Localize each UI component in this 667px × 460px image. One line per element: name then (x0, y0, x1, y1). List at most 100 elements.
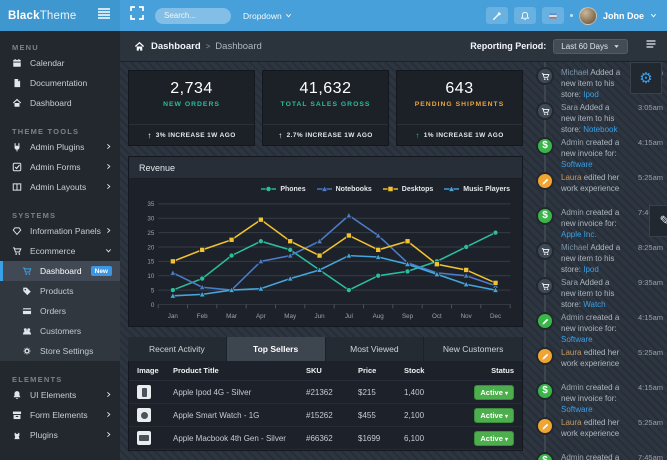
legend-item-notebooks[interactable]: Notebooks (316, 185, 372, 193)
sidebar-subitem-dashboard[interactable]: Dashboard New (0, 261, 120, 281)
sidebar-item-plugins[interactable]: Plugins (0, 425, 120, 445)
theme-settings-button[interactable]: ⚙ (630, 62, 662, 94)
timeline-text: Michael Added a new item to his store: I… (561, 68, 621, 99)
wand-button[interactable] (485, 7, 508, 24)
period-select[interactable]: Last 60 Days (553, 38, 628, 54)
align-icon (646, 40, 656, 48)
hamburger-menu-icon[interactable] (96, 5, 112, 26)
sidebar-item-ecommerce[interactable]: Ecommerce (0, 241, 120, 261)
timeline-link[interactable]: Apple Inc. (561, 230, 597, 239)
legend-item-music-players[interactable]: Music Players (444, 185, 510, 193)
chevron-right-icon (107, 411, 111, 418)
tab-top-sellers[interactable]: Top Sellers (226, 337, 326, 361)
sidebar-item-label: Documentation (30, 78, 88, 88)
sidebar-subitem-store-settings[interactable]: Store Settings (0, 341, 120, 361)
timeline-link[interactable]: Ipod (583, 265, 599, 274)
timeline-user[interactable]: Laura (561, 173, 582, 182)
sidebar-item-ui-elements[interactable]: UI Elements (0, 385, 120, 405)
quick-edit-button[interactable]: ✎ (649, 205, 667, 237)
tab-most-viewed[interactable]: Most Viewed (325, 337, 425, 361)
sidebar-item-admin-layouts[interactable]: Admin Layouts (0, 177, 120, 197)
timeline-entry[interactable]: Laura edited her work experience 5:25am (531, 346, 667, 381)
timeline-user[interactable]: Admin (561, 383, 584, 392)
status-dropdown-button[interactable]: Active ▾ (474, 430, 514, 446)
timeline-user[interactable]: Laura (561, 418, 582, 427)
chart-legend: Phones Notebooks Desktops Music Players (135, 183, 516, 194)
timeline-link[interactable]: Ipod (583, 90, 599, 99)
timeline-dot (536, 277, 554, 295)
timeline-entry[interactable]: Sara Added a new item to his store: Note… (531, 101, 667, 136)
timeline-entry[interactable]: Laura edited her work experience 5:25am (531, 416, 667, 451)
timeline-entry[interactable]: $ Admin created a new invoice for: Softw… (531, 451, 667, 460)
arrow-up-icon: ↑ (278, 130, 283, 140)
table-row[interactable]: Apple Macbook 4th Gen - Silver #66362 $1… (129, 427, 522, 450)
sidebar-item-calendar[interactable]: Calendar (0, 53, 120, 73)
user-name[interactable]: John Doe (602, 10, 644, 21)
timeline-link[interactable]: Watch (583, 300, 606, 309)
timeline-dot (536, 67, 554, 85)
stat-footer-text: 3% INCREASE 1W AGO (155, 131, 236, 139)
timeline-user[interactable]: Admin (561, 138, 584, 147)
timeline-entry[interactable]: Michael Added a new item to his store: I… (531, 241, 667, 276)
stat-footer-text: 2.7% INCREASE 1W AGO (286, 131, 373, 139)
new-badge: New (90, 266, 112, 276)
user-avatar[interactable] (578, 6, 597, 25)
sidebar-item-documentation[interactable]: Documentation (0, 73, 120, 93)
timeline-user[interactable]: Admin (561, 453, 584, 460)
sidebar-item-information-panels[interactable]: Information Panels (0, 221, 120, 241)
chevron-right-icon (105, 390, 112, 400)
tab-recent-activity[interactable]: Recent Activity (128, 337, 227, 361)
sidebar-subitem-orders[interactable]: Orders (0, 301, 120, 321)
status-dropdown-button[interactable]: Active ▾ (474, 384, 514, 400)
timeline-entry[interactable]: $ Admin created a new invoice for: Softw… (531, 136, 667, 171)
search-input[interactable] (155, 7, 231, 24)
breadcrumb-item[interactable]: Dashboard (151, 40, 201, 52)
sidebar-subitem-products[interactable]: Products (0, 281, 120, 301)
timeline-entry[interactable]: Laura edited her work experience 5:25am (531, 171, 667, 206)
timeline-entry[interactable]: $ Admin created a new invoice for: Apple… (531, 206, 667, 241)
breadcrumb-separator: > (205, 41, 211, 51)
timeline-link[interactable]: Software (561, 405, 593, 414)
legend-item-desktops[interactable]: Desktops (382, 185, 433, 193)
table-row[interactable]: Apple Smart Watch - 1G #15262 $455 2,100… (129, 404, 522, 427)
diamond-icon (12, 227, 22, 236)
timeline-entry[interactable]: Sara Added a new item to his store: Watc… (531, 276, 667, 311)
timeline-user[interactable]: Laura (561, 348, 582, 357)
fullscreen-icon[interactable] (129, 5, 145, 26)
brand-logo[interactable]: BlackTheme (8, 10, 76, 22)
table-row[interactable]: Apple Ipod 4G - Silver #21362 $215 1,400… (129, 381, 522, 404)
timeline-user[interactable]: Sara (561, 278, 578, 287)
sidebar-subitem-customers[interactable]: Customers (0, 321, 120, 341)
product-title: Apple Smart Watch - 1G (173, 410, 260, 420)
timeline-user[interactable]: Michael (561, 243, 589, 252)
timeline-user[interactable]: Sara (561, 103, 578, 112)
timeline-link[interactable]: Notebook (583, 125, 618, 134)
notifications-button[interactable] (513, 7, 536, 24)
timeline-entry[interactable]: $ Admin created a new invoice for: Softw… (531, 381, 667, 416)
sidebar-item-form-elements[interactable]: Form Elements (0, 405, 120, 425)
timeline-entry[interactable]: Admin created a new invoice for: Softwar… (531, 311, 667, 346)
timeline-link[interactable]: Software (561, 335, 593, 344)
svg-text:15: 15 (147, 259, 154, 266)
sidebar-item-dashboard[interactable]: Dashboard (0, 93, 120, 113)
tags-icon (23, 287, 31, 296)
language-flag-button[interactable] (541, 7, 564, 24)
nav-dropdown[interactable]: Dropdown (243, 11, 292, 21)
panel-toggle-button[interactable] (645, 37, 657, 55)
chevron-down-icon[interactable] (650, 12, 657, 19)
sidebar-item-admin-plugins[interactable]: Admin Plugins (0, 137, 120, 157)
timeline-user[interactable]: Admin (561, 313, 584, 322)
timeline-user[interactable]: Admin (561, 208, 584, 217)
tab-new-customers[interactable]: New Customers (424, 337, 523, 361)
legend-item-phones[interactable]: Phones (261, 185, 306, 193)
timeline-user[interactable]: Michael (561, 68, 589, 77)
cart-icon (22, 267, 32, 275)
top-sellers-table: Image Product Title SKU Price Stock Status Ap… (128, 361, 523, 451)
sidebar-item-admin-forms[interactable]: Admin Forms (0, 157, 120, 177)
status-dropdown-button[interactable]: Active ▾ (474, 407, 514, 423)
svg-text:20: 20 (147, 244, 154, 251)
timeline-dot (536, 312, 554, 330)
legend-marker-icon (316, 185, 332, 192)
product-sku: #21362 (306, 387, 333, 397)
timeline-link[interactable]: Software (561, 160, 593, 169)
